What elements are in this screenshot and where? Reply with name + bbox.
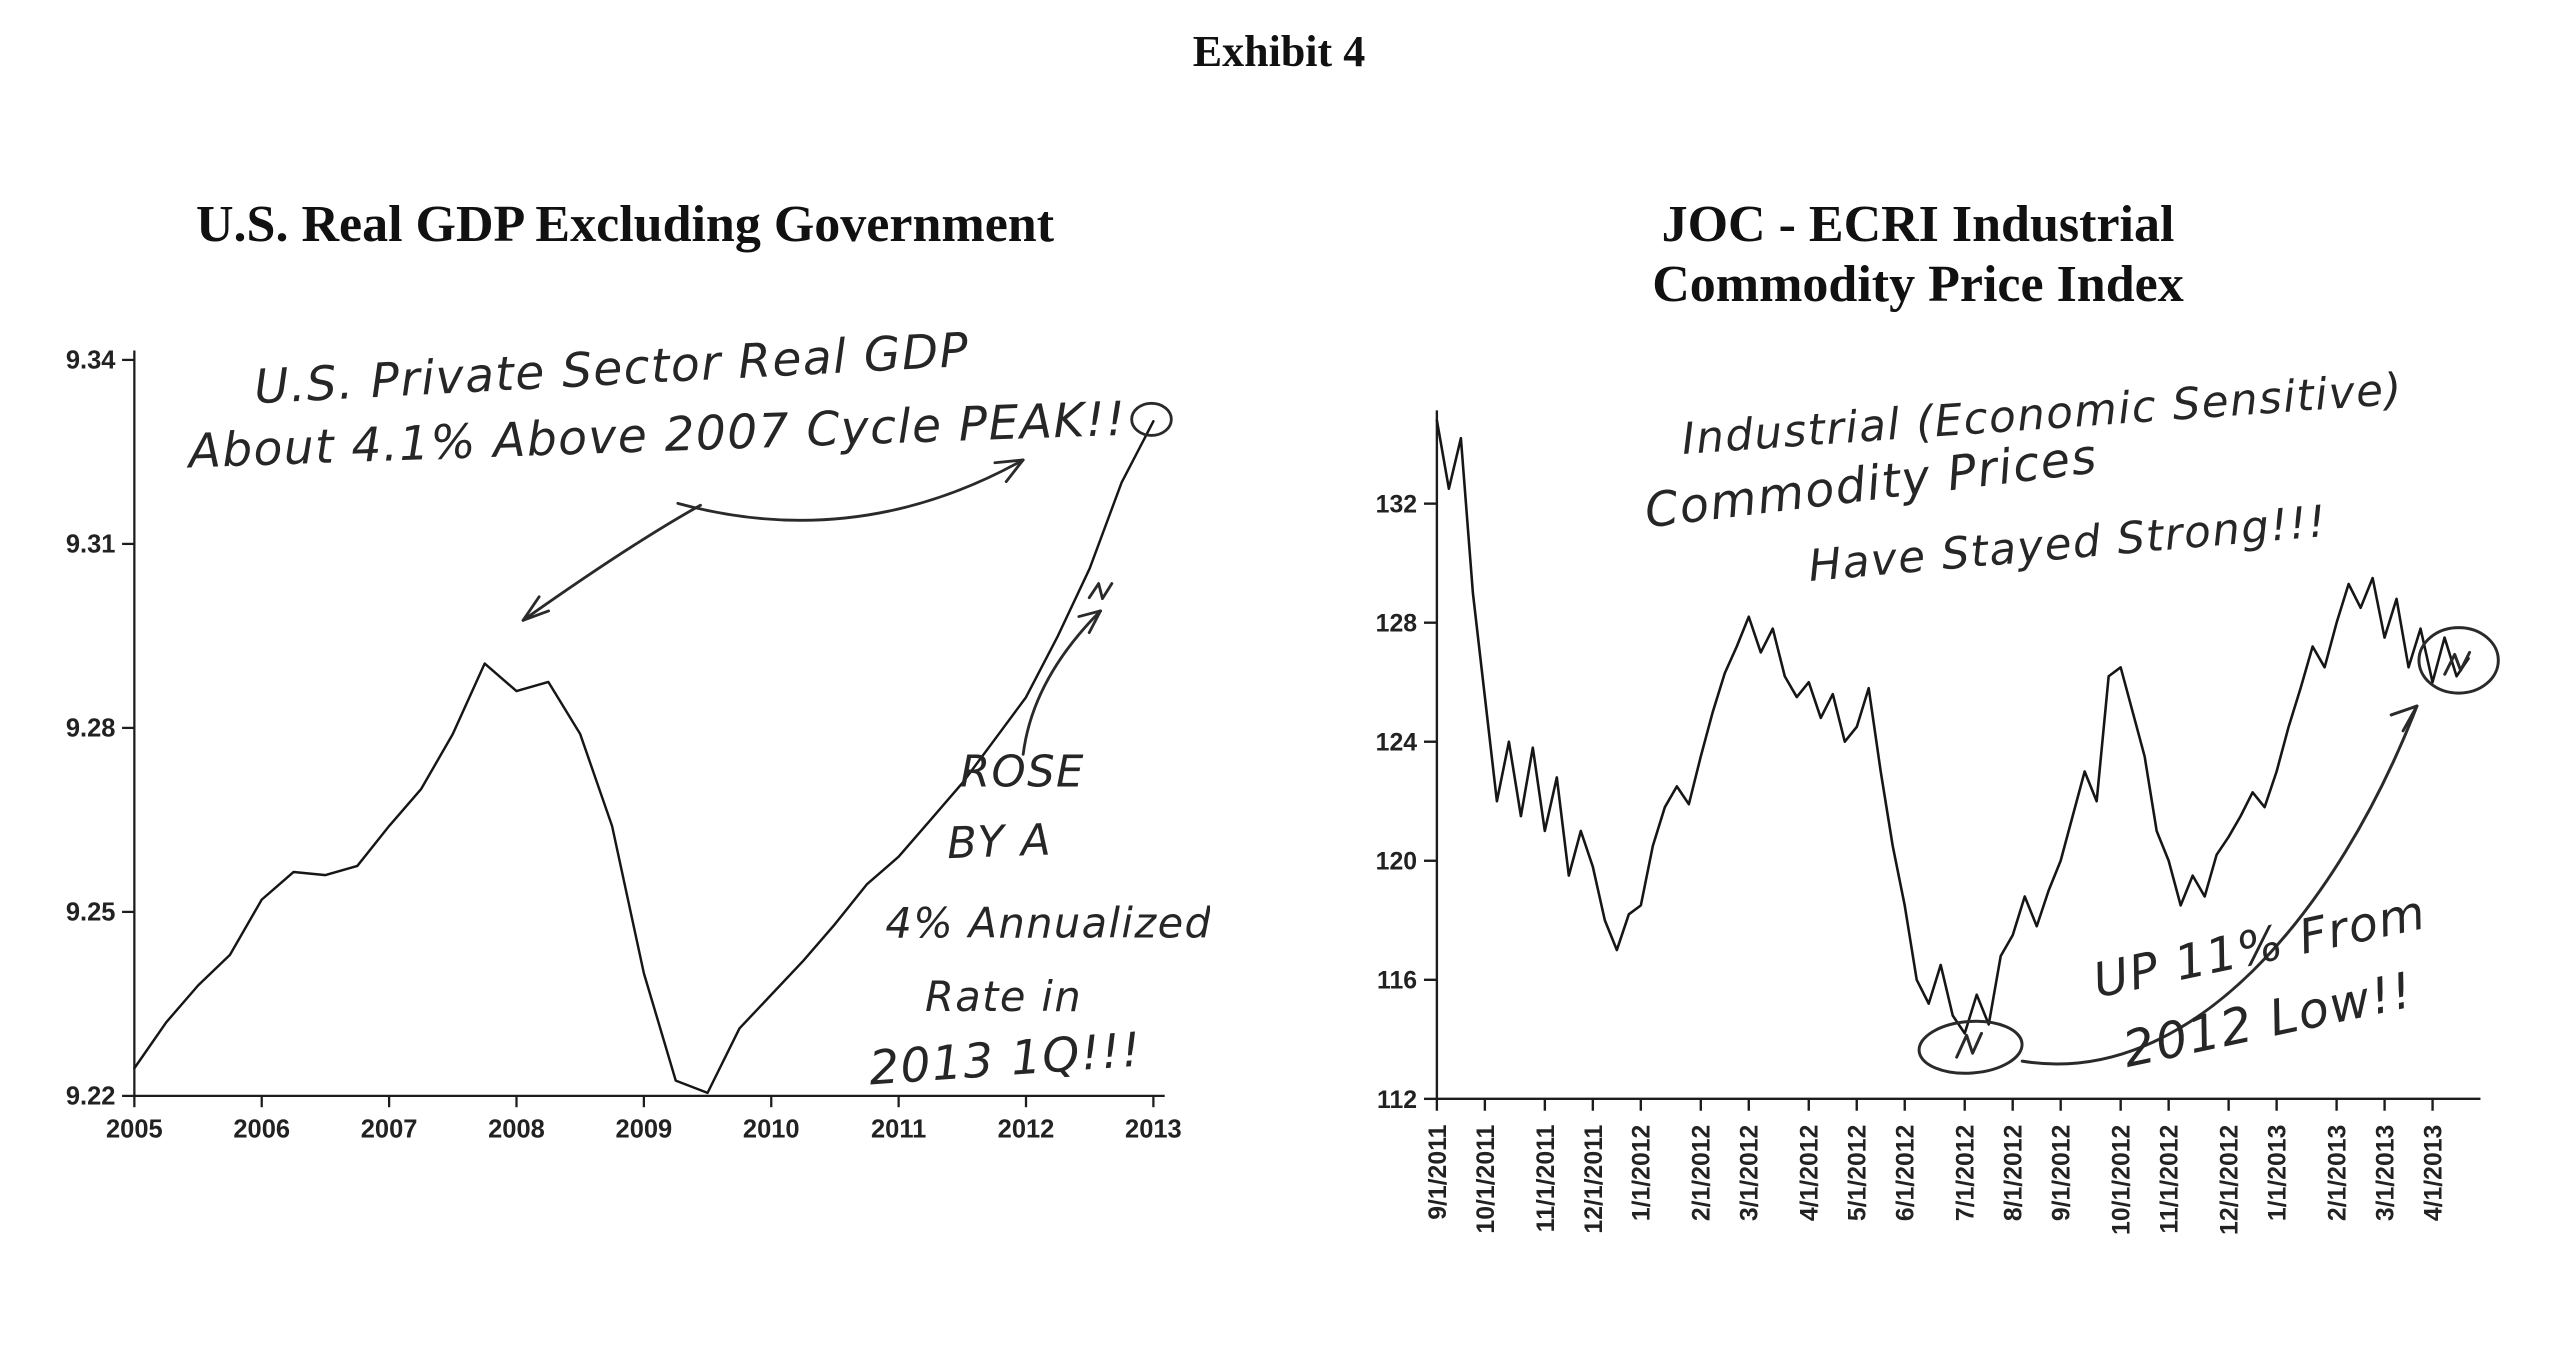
y-tick-label: 9.34 [66, 346, 116, 374]
x-tick-label: 11/1/2012 [2157, 1124, 2184, 1233]
gdp-annotations: U.S. Private Sector Real GDP About 4.1% … [185, 323, 1210, 1097]
commodity-chart-title-line2: Commodity Price Index [1652, 255, 2184, 313]
x-tick-label: 2/1/2012 [1689, 1124, 1716, 1221]
y-tick-label: 120 [1376, 848, 1417, 875]
commodity-chart: 112 116 120 124 128 132 9/1/2011 10/1/2011 11/1/… [1376, 363, 2500, 1235]
commodity-chart-title: JOC - ECRI Industrial Commodity Price In… [1298, 195, 2538, 315]
x-tick-label: 12/1/2011 [1581, 1124, 1608, 1233]
low-scribble [1955, 1031, 1983, 1059]
annotation-rose-line5: 2013 1Q!!! [867, 1022, 1143, 1096]
x-tick-label: 10/1/2011 [1473, 1124, 1500, 1233]
endpoint-arrowhead [993, 458, 1025, 483]
peak-arrowhead [521, 595, 550, 622]
x-tick-label: 10/1/2012 [2109, 1124, 2136, 1234]
y-tick-label: 9.22 [66, 1082, 116, 1110]
commodity-annotations: Industrial (Economic Sensitive) Commodit… [1642, 363, 2500, 1078]
end-scribble [2443, 650, 2472, 676]
y-tick-label: 112 [1377, 1086, 1417, 1113]
x-tick-label: 11/1/2011 [1533, 1124, 1560, 1232]
endpoint-arrow [676, 458, 1025, 522]
x-tick-label: 3/1/2012 [1737, 1124, 1764, 1221]
x-tick-label: 2008 [488, 1115, 545, 1143]
x-tick-label: 1/1/2013 [2265, 1124, 2292, 1221]
y-tick-label: 124 [1376, 729, 1418, 756]
endpoint-circle [1130, 401, 1173, 437]
x-tick-label: 7/1/2012 [1953, 1124, 1980, 1221]
end-circle [2417, 625, 2500, 695]
x-tick-label: 2010 [743, 1115, 800, 1143]
low-circle [1917, 1019, 2024, 1075]
x-tick-label: 2007 [361, 1115, 418, 1143]
y-tick-label: 132 [1376, 491, 1417, 518]
x-tick-label: 2013 [1125, 1115, 1182, 1143]
x-tick-label: 12/1/2012 [2217, 1124, 2244, 1234]
trend-arrowhead [2389, 704, 2419, 732]
data-series [133, 419, 1155, 1094]
y-tick-label: 9.25 [66, 898, 116, 926]
gdp-chart-panel: U.S. Real GDP Excluding Government 9.22 9… [40, 195, 1210, 1327]
commodity-chart-title-line1: JOC - ECRI Industrial [1661, 196, 2175, 253]
annotation-rose-line4: Rate in [925, 972, 1082, 1021]
charts-row: U.S. Real GDP Excluding Government 9.22 9… [0, 195, 2558, 1327]
y-tick-label: 9.31 [66, 530, 116, 558]
x-tick-label: 5/1/2012 [1845, 1124, 1872, 1221]
x-tick-label: 8/1/2012 [2001, 1124, 2028, 1221]
commodity-plot-layer: 112 116 120 124 128 132 9/1/2011 10/1/2011 11/1/… [1376, 409, 2481, 1235]
y-tick-label: 128 [1376, 610, 1418, 637]
x-tick-label: 2005 [106, 1115, 163, 1143]
x-tick-label: 9/1/2012 [2049, 1124, 2076, 1221]
gdp-chart-title: U.S. Real GDP Excluding Government [195, 196, 1055, 253]
x-tick-label: 6/1/2012 [1893, 1124, 1920, 1221]
annotation-rose-line3: 4% Annualized [885, 898, 1210, 947]
x-tick-label: 4/1/2012 [1797, 1124, 1824, 1221]
annotation-rose-line2: BY A [946, 815, 1052, 869]
x-tick-label: 1/1/2012 [1629, 1124, 1656, 1221]
rose-arrowhead-scribble [1077, 581, 1114, 634]
y-tick-label: 116 [1377, 967, 1417, 994]
x-tick-label: 2/1/2013 [2325, 1124, 2352, 1221]
gdp-chart: 9.22 9.25 9.28 9.31 9.34 2005 2006 2007 2008 2009… [66, 323, 1210, 1143]
peak-arrow [521, 503, 702, 622]
trend-arrow [2020, 704, 2419, 1066]
x-tick-label: 3/1/2013 [2373, 1124, 2400, 1221]
data-series [1435, 418, 2470, 1035]
page-title: Exhibit 4 [1192, 27, 1366, 76]
annotation-rose-line1: ROSE [960, 747, 1085, 797]
y-tick-label: 9.28 [66, 714, 116, 742]
x-tick-label: 9/1/2011 [1425, 1124, 1452, 1219]
rose-arrow [1021, 609, 1102, 756]
x-tick-label: 2009 [616, 1115, 673, 1143]
x-tick-label: 2011 [871, 1115, 926, 1143]
x-tick-label: 2012 [998, 1115, 1055, 1143]
gdp-plot-layer: 9.22 9.25 9.28 9.31 9.34 2005 2006 2007 2008 2009… [66, 346, 1182, 1143]
commodity-chart-panel: JOC - ECRI Industrial Commodity Price In… [1298, 195, 2538, 1327]
x-tick-label: 4/1/2013 [2420, 1124, 2447, 1221]
x-tick-label: 2006 [233, 1115, 290, 1143]
